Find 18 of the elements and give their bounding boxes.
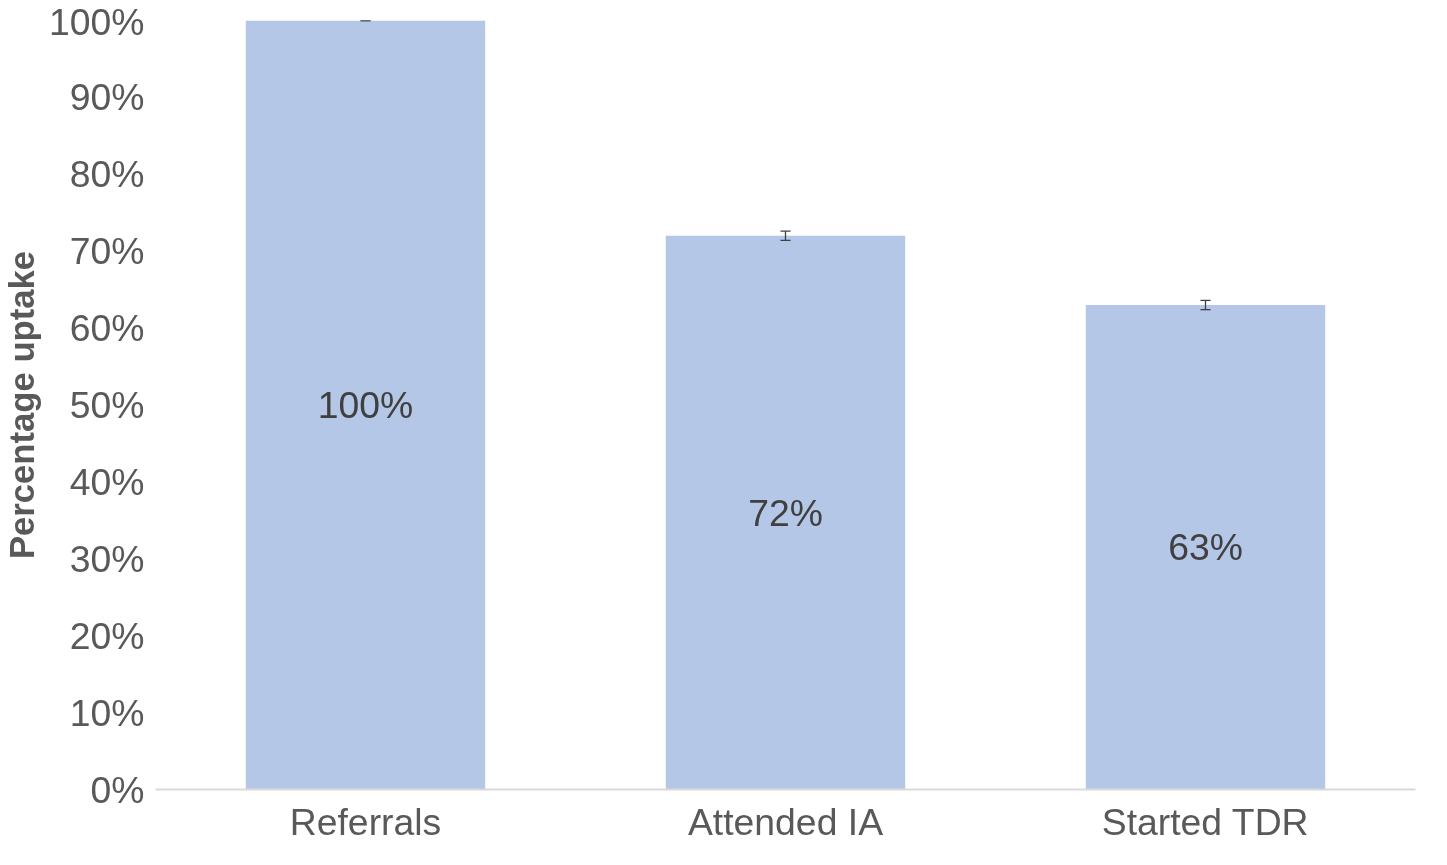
y-tick-label: 0%	[90, 768, 145, 811]
data-label: 72%	[748, 491, 823, 534]
x-tick-label: Attended IA	[687, 800, 884, 843]
y-tick-label: 30%	[69, 537, 145, 580]
data-label: 63%	[1168, 526, 1243, 569]
y-tick-label: 80%	[69, 153, 145, 196]
y-tick-label: 20%	[69, 614, 145, 657]
y-axis-title: Percentage uptake	[3, 250, 42, 560]
data-label: 100%	[317, 384, 414, 426]
y-tick-label: 10%	[69, 691, 145, 734]
y-tick-label: 100%	[49, 0, 145, 43]
y-tick-label: 40%	[69, 460, 145, 503]
y-tick-label: 50%	[69, 384, 145, 426]
y-tick-label: 90%	[69, 76, 145, 119]
y-tick-label: 60%	[69, 307, 145, 350]
x-tick-label: Referrals	[289, 800, 442, 843]
y-tick-label: 70%	[69, 230, 145, 273]
x-tick-label: Started TDR	[1101, 800, 1309, 843]
